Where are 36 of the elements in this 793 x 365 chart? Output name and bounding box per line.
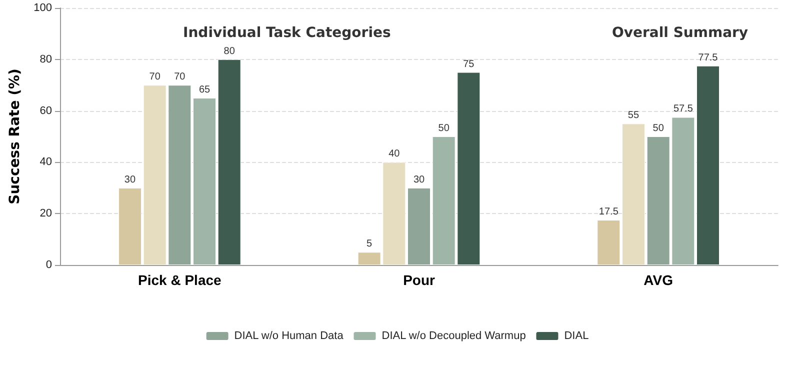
bar — [597, 220, 620, 265]
x-tick-label: Pick & Place — [138, 272, 222, 288]
data-label: 5 — [366, 238, 373, 250]
y-axis-title: Success Rate (%) — [7, 68, 23, 204]
legend-label: DIAL — [564, 330, 589, 342]
data-label: 30 — [413, 174, 425, 186]
y-tick-label: 80 — [40, 53, 52, 66]
x-tick-label: Pour — [403, 272, 436, 288]
y-tick-label: 40 — [40, 156, 52, 168]
data-label: 50 — [652, 123, 664, 134]
data-label: 70 — [174, 72, 186, 83]
data-label: 30 — [124, 174, 136, 186]
data-label: 50 — [438, 123, 450, 134]
data-label: 77.5 — [698, 52, 718, 64]
data-label: 40 — [388, 148, 400, 160]
y-tick-label: 60 — [40, 104, 52, 117]
data-label: 75 — [463, 58, 475, 70]
bar — [118, 188, 142, 265]
data-label: 70 — [149, 72, 161, 83]
y-tick-label: 20 — [40, 208, 52, 220]
bar — [622, 124, 645, 265]
legend-label: DIAL w/o Human Data — [234, 330, 344, 342]
data-label: 80 — [224, 46, 236, 57]
data-label: 57.5 — [673, 104, 694, 115]
legend-label: DIAL w/o Decoupled Warmup — [382, 330, 526, 342]
y-tick-label: 100 — [34, 2, 52, 14]
annotation: Overall Summary — [612, 25, 748, 41]
bar — [218, 59, 241, 265]
x-tick-label: AVG — [644, 272, 674, 288]
annotation: Individual Task Categories — [183, 25, 391, 41]
y-tick-label: 0 — [46, 259, 52, 271]
data-label: 65 — [198, 84, 211, 96]
data-label: 55 — [628, 110, 640, 122]
data-label: 17.5 — [598, 206, 619, 218]
bar — [696, 66, 720, 265]
bar — [193, 98, 216, 265]
